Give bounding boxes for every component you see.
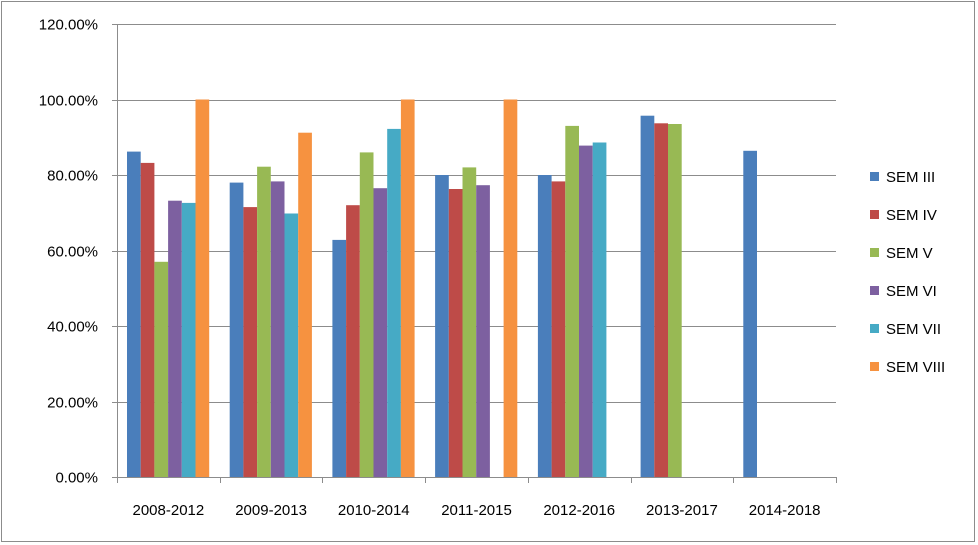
y-tick-label: 40.00% — [47, 319, 98, 336]
x-tick-label: 2009-2013 — [235, 502, 307, 519]
x-tick-label: 2008-2012 — [132, 502, 204, 519]
bar — [243, 207, 258, 477]
bar — [592, 142, 607, 477]
bar — [551, 181, 566, 477]
bar — [668, 124, 682, 477]
y-tick-label: 60.00% — [47, 244, 98, 261]
legend-swatch — [870, 324, 879, 333]
legend-swatch — [870, 362, 879, 371]
bar — [579, 145, 593, 477]
axes — [117, 24, 836, 478]
bar — [435, 175, 449, 477]
bar — [537, 175, 552, 477]
bar — [332, 239, 347, 477]
y-tick-label: 80.00% — [47, 168, 98, 185]
bar — [503, 99, 518, 477]
bar — [448, 189, 463, 477]
bar — [462, 167, 477, 477]
y-tick-label: 0.00% — [55, 470, 98, 487]
bar — [229, 182, 244, 477]
bar — [257, 166, 271, 477]
legend-label: SEM III — [886, 169, 935, 186]
bar — [400, 99, 415, 477]
legend-label: SEM VIII — [886, 359, 945, 376]
legend-swatch — [870, 210, 879, 219]
legend-swatch — [870, 248, 879, 257]
bar — [654, 123, 668, 478]
bar — [373, 188, 388, 477]
y-tick-label: 20.00% — [47, 395, 98, 412]
x-tick-label: 2012-2016 — [543, 502, 615, 519]
x-tick-label: 2011-2015 — [441, 502, 512, 519]
y-axis-ticks: 0.00% 20.00% 40.00% 60.00% 80.00% 100.00% 120.… — [39, 17, 117, 487]
y-tick-label: 100.00% — [39, 93, 98, 110]
x-axis-ticks: 2008-2012 2009-2013 2010-2014 2011-2015 2012… — [117, 477, 837, 519]
legend-label: SEM IV — [886, 207, 937, 224]
bar — [127, 151, 141, 477]
bar — [640, 115, 655, 477]
bar — [140, 162, 155, 477]
bar — [298, 132, 312, 477]
bar — [284, 213, 299, 477]
bar — [476, 185, 490, 477]
bar — [359, 152, 374, 477]
legend-swatch — [870, 286, 879, 295]
legend-label: SEM VI — [886, 283, 937, 300]
bar — [168, 200, 182, 477]
bar — [387, 128, 401, 477]
bar — [565, 125, 579, 478]
bar — [743, 150, 757, 478]
bars — [127, 99, 757, 478]
bar — [346, 205, 360, 477]
bar — [154, 261, 169, 477]
x-tick-label: 2010-2014 — [338, 502, 410, 519]
legend: SEM III SEM IV SEM V SEM VI SEM VII SEM VIII — [870, 169, 945, 376]
x-tick-label: 2014-2018 — [749, 502, 821, 519]
bar — [195, 99, 210, 477]
y-tick-label: 120.00% — [39, 17, 98, 34]
bar — [181, 202, 196, 477]
x-tick-label: 2013-2017 — [646, 502, 718, 519]
legend-swatch — [870, 172, 879, 181]
bar — [270, 181, 285, 477]
legend-label: SEM VII — [886, 321, 941, 338]
legend-label: SEM V — [886, 245, 933, 262]
